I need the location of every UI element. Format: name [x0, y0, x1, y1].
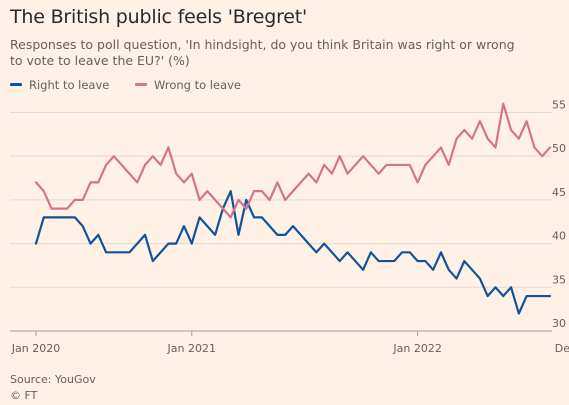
series-line-wrong-to-leave [34, 102, 552, 219]
series-line-right-to-leave [34, 190, 552, 315]
x-tick-label-1: Jan 2021 [167, 342, 216, 355]
chart-subtitle: Responses to poll question, 'In hindsigh… [10, 37, 515, 68]
legend-swatch-right-to-leave [10, 83, 22, 86]
legend-item-right-to-leave: Right to leave [10, 78, 109, 92]
chart-title: The British public feels 'Bregret' [10, 6, 308, 28]
y-tick-label-30: 30 [552, 317, 566, 330]
y-tick-label-40: 40 [552, 230, 566, 243]
legend-label-wrong-to-leave: Wrong to leave [154, 77, 242, 92]
y-tick-label-45: 45 [552, 186, 566, 199]
credit-note: © FT [10, 389, 38, 402]
y-tick-label-35: 35 [552, 273, 566, 286]
y-tick-label-50: 50 [552, 142, 566, 155]
x-tick-label-0: Jan 2020 [11, 342, 60, 355]
y-tick-label-55: 55 [552, 98, 566, 111]
legend-item-wrong-to-leave: Wrong to leave [135, 78, 241, 92]
legend-label-right-to-leave: Right to leave [29, 77, 110, 92]
x-tick-label-3: Dec 2022 [555, 342, 569, 355]
legend: Right to leave Wrong to leave [10, 75, 263, 92]
x-tick-label-2: Jan 2022 [392, 342, 441, 355]
source-note: Source: YouGov [10, 373, 96, 386]
legend-swatch-wrong-to-leave [135, 83, 147, 86]
